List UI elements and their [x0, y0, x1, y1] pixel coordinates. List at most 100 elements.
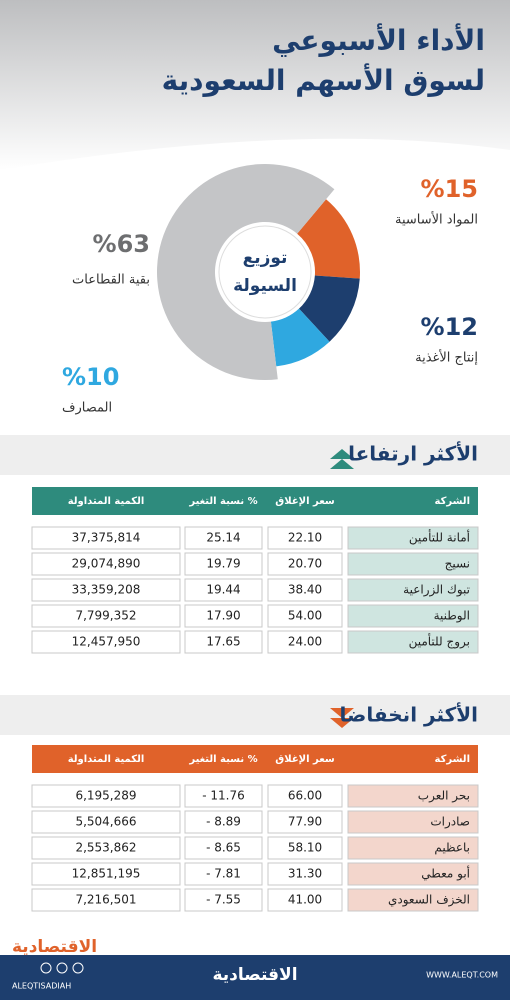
donut-slice	[297, 199, 360, 279]
cell-bg	[267, 810, 343, 834]
cell-bg	[267, 836, 343, 860]
cell-value: 66.00	[288, 789, 322, 803]
cell-bg	[31, 578, 181, 602]
footer-bar	[0, 955, 510, 1000]
company-name: صادرات	[430, 815, 470, 830]
cell-bg	[31, 604, 181, 628]
cell-value: 77.90	[288, 815, 322, 829]
company-name: تبوك الزراعية	[403, 583, 470, 598]
cell-bg	[347, 604, 479, 628]
column-header: الشركة	[435, 754, 470, 765]
column-header: سعر الإغلاق	[275, 754, 335, 765]
cell-bg	[347, 630, 479, 654]
website: WWW.ALEQT.COM	[426, 971, 498, 980]
logo: الاقتصادية	[12, 937, 97, 957]
cell-bg	[31, 810, 181, 834]
cell-bg	[184, 784, 263, 808]
cell-bg	[267, 552, 343, 576]
cell-value: - 7.81	[206, 867, 241, 881]
cell-value: - 8.89	[206, 815, 241, 829]
cell-bg	[31, 526, 181, 550]
donut-slice	[270, 308, 330, 367]
cell-bg	[267, 578, 343, 602]
cell-value: 6,195,289	[75, 789, 136, 803]
cell-bg	[347, 836, 479, 860]
handle: ALEQTISADIAH	[12, 982, 71, 991]
table-header-bg	[32, 745, 478, 773]
social-icon	[72, 962, 84, 974]
company-name: أمانة للتأمين	[409, 529, 470, 546]
company-name: الخزف السعودي	[388, 893, 470, 908]
cell-bg	[267, 526, 343, 550]
cell-value: 37,375,814	[72, 531, 141, 545]
cell-value: 17.65	[206, 635, 240, 649]
down-icon	[330, 718, 354, 728]
section-title: الأكثر انخفاضا	[340, 702, 478, 727]
cell-bg	[31, 888, 181, 912]
cell-value: 12,851,195	[72, 867, 141, 881]
cell-value: 2,553,862	[75, 841, 136, 855]
cell-value: 31.30	[288, 867, 322, 881]
cell-value: 33,359,208	[72, 583, 141, 597]
cell-bg	[267, 862, 343, 886]
cell-bg	[184, 810, 263, 834]
column-header: سعر الإغلاق	[275, 496, 335, 507]
cell-value: 12,457,950	[72, 635, 141, 649]
cell-bg	[184, 552, 263, 576]
cell-bg	[267, 604, 343, 628]
cell-bg	[31, 862, 181, 886]
title-line: لسوق الأسهم السعودية	[162, 63, 485, 97]
cell-bg	[347, 552, 479, 576]
table-header-bg	[32, 487, 478, 515]
cell-bg	[347, 578, 479, 602]
cell-bg	[347, 888, 479, 912]
cell-value: - 7.55	[206, 893, 241, 907]
cell-bg	[31, 552, 181, 576]
social-icon	[56, 962, 68, 974]
cell-value: 5,504,666	[75, 815, 136, 829]
section-band	[0, 435, 510, 475]
cell-value: - 11.76	[202, 789, 245, 803]
header-bg	[0, 0, 510, 170]
company-name: بحر العرب	[418, 789, 470, 804]
company-name: الوطنية	[434, 609, 470, 624]
cell-value: 29,074,890	[72, 557, 141, 571]
cell-value: 58.10	[288, 841, 322, 855]
cell-value: 41.00	[288, 893, 322, 907]
cell-value: 20.70	[288, 557, 322, 571]
company-name: نسيج	[445, 557, 470, 571]
cell-bg	[347, 862, 479, 886]
category-label: المصارف	[62, 401, 112, 416]
up-icon	[330, 459, 354, 469]
cell-bg	[184, 630, 263, 654]
donut-slice	[156, 164, 335, 380]
value-label: %15	[421, 175, 478, 203]
value-label: %12	[421, 313, 478, 341]
cell-value: 24.00	[288, 635, 322, 649]
cell-bg	[347, 810, 479, 834]
cell-bg	[267, 888, 343, 912]
center-title: السيولة	[233, 276, 297, 296]
value-label: %10	[62, 363, 119, 391]
section-title: الأكثر ارتفاعا	[348, 441, 478, 466]
category-label: المواد الأساسية	[395, 211, 478, 228]
down-icon	[330, 708, 354, 718]
cell-value: 54.00	[288, 609, 322, 623]
column-header: الكمية المتداولة	[68, 754, 145, 765]
cell-value: 19.79	[206, 557, 240, 571]
donut-slice	[298, 275, 360, 342]
company-name: باعظيم	[434, 841, 470, 855]
cell-value: 7,216,501	[75, 893, 136, 907]
cell-value: 25.14	[206, 531, 240, 545]
column-header: نسبة التغير %	[188, 754, 257, 765]
column-header: نسبة التغير %	[188, 496, 257, 507]
cell-bg	[184, 578, 263, 602]
cell-bg	[184, 604, 263, 628]
column-header: الكمية المتداولة	[68, 496, 145, 507]
brand: الاقتصادية	[212, 965, 297, 985]
cell-value: - 8.65	[206, 841, 241, 855]
cell-value: 17.90	[206, 609, 240, 623]
cell-bg	[267, 630, 343, 654]
cell-bg	[184, 836, 263, 860]
